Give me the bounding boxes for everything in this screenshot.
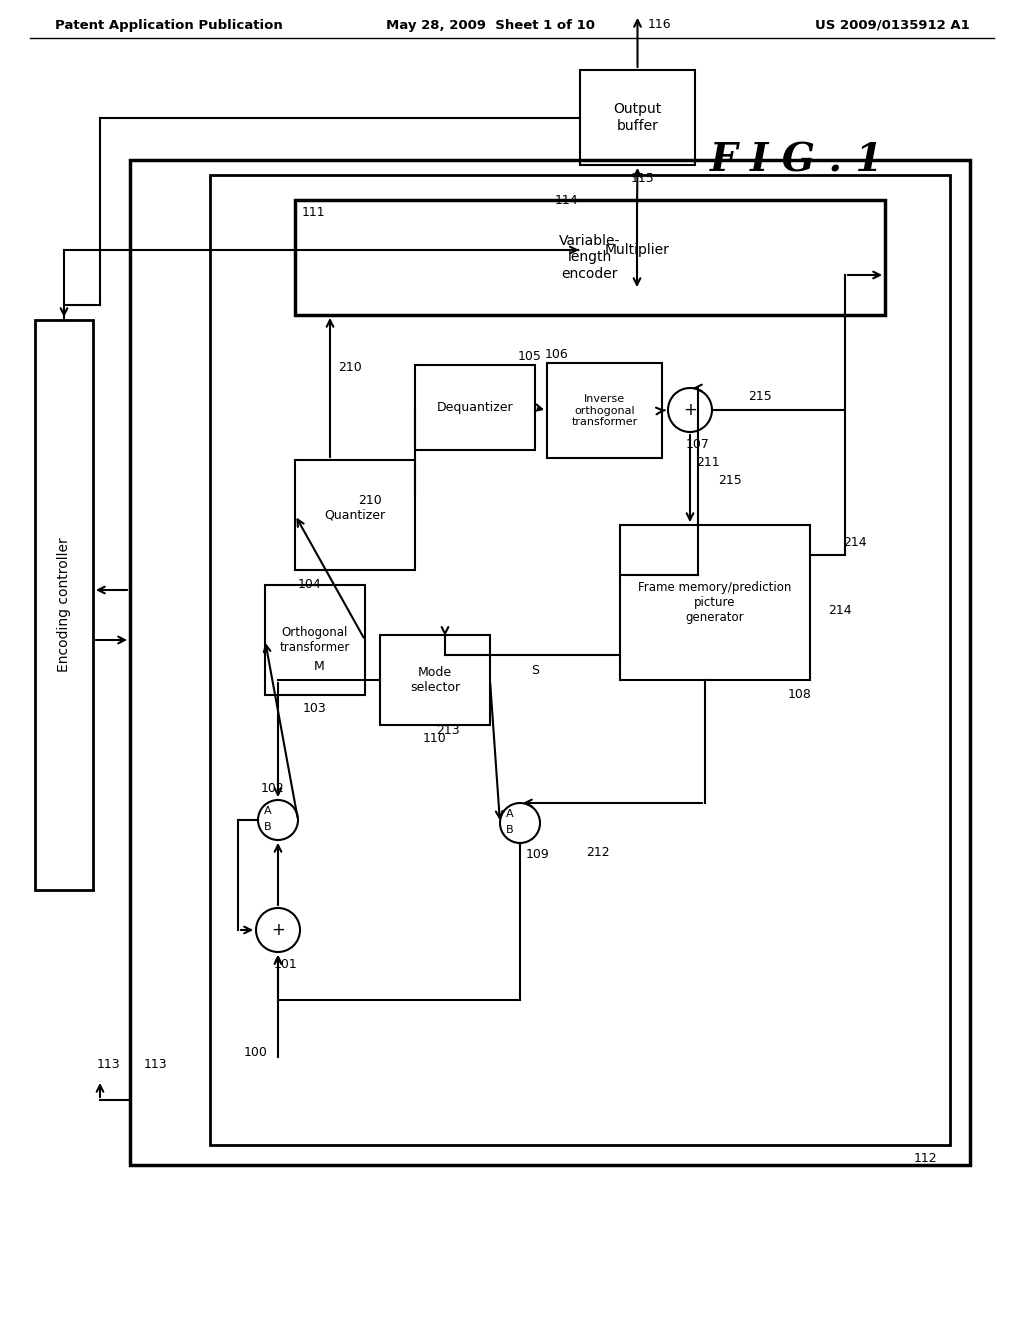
Text: 212: 212 — [586, 846, 610, 859]
FancyBboxPatch shape — [547, 363, 662, 458]
Text: B: B — [264, 822, 271, 832]
Text: 108: 108 — [788, 688, 812, 701]
FancyBboxPatch shape — [295, 459, 415, 570]
Text: 214: 214 — [828, 603, 852, 616]
Text: A: A — [264, 807, 271, 816]
Text: Encoding controller: Encoding controller — [57, 537, 71, 672]
Text: 100: 100 — [244, 1045, 268, 1059]
Text: Frame memory/prediction
picture
generator: Frame memory/prediction picture generato… — [638, 581, 792, 624]
Text: 105: 105 — [518, 351, 542, 363]
Text: 113: 113 — [96, 1059, 120, 1072]
FancyBboxPatch shape — [295, 201, 885, 315]
Text: S: S — [531, 664, 539, 676]
Text: 112: 112 — [913, 1152, 937, 1166]
FancyBboxPatch shape — [415, 366, 535, 450]
Text: B: B — [506, 825, 514, 836]
Text: 214: 214 — [843, 536, 866, 549]
Text: Multiplier: Multiplier — [604, 243, 670, 257]
Text: F I G . 1: F I G . 1 — [710, 141, 884, 180]
FancyBboxPatch shape — [580, 70, 695, 165]
Text: May 28, 2009  Sheet 1 of 10: May 28, 2009 Sheet 1 of 10 — [385, 18, 595, 32]
Circle shape — [256, 908, 300, 952]
FancyBboxPatch shape — [620, 525, 810, 680]
Text: 215: 215 — [718, 474, 741, 487]
Text: A: A — [506, 809, 514, 818]
Text: 102: 102 — [261, 781, 285, 795]
FancyBboxPatch shape — [265, 585, 365, 696]
Text: 215: 215 — [749, 389, 772, 403]
Text: 114: 114 — [554, 194, 578, 206]
Text: Patent Application Publication: Patent Application Publication — [55, 18, 283, 32]
Text: Mode
selector: Mode selector — [410, 667, 460, 694]
FancyBboxPatch shape — [578, 210, 696, 290]
Text: 110: 110 — [423, 733, 446, 746]
Text: 213: 213 — [436, 723, 460, 737]
Text: 107: 107 — [686, 438, 710, 451]
Text: 101: 101 — [274, 958, 298, 972]
Text: Dequantizer: Dequantizer — [436, 401, 513, 414]
Text: M: M — [313, 660, 325, 672]
Text: Inverse
orthogonal
transformer: Inverse orthogonal transformer — [571, 393, 638, 428]
Circle shape — [500, 803, 540, 843]
Text: Output
buffer: Output buffer — [613, 103, 662, 132]
FancyBboxPatch shape — [380, 635, 490, 725]
FancyBboxPatch shape — [35, 319, 93, 890]
Circle shape — [668, 388, 712, 432]
Text: 109: 109 — [526, 849, 550, 862]
Text: +: + — [683, 401, 697, 418]
Text: US 2009/0135912 A1: US 2009/0135912 A1 — [815, 18, 970, 32]
Text: 103: 103 — [303, 702, 327, 715]
Text: 210: 210 — [338, 360, 361, 374]
Text: 210: 210 — [358, 494, 382, 507]
Text: 111: 111 — [301, 206, 325, 219]
Text: Variable-
length
encoder: Variable- length encoder — [559, 235, 621, 281]
Circle shape — [258, 800, 298, 840]
Text: 211: 211 — [696, 455, 720, 469]
Text: 106: 106 — [545, 348, 569, 362]
Text: 104: 104 — [298, 578, 322, 590]
Text: 116: 116 — [648, 18, 672, 32]
Text: Quantizer: Quantizer — [325, 508, 386, 521]
Text: Orthogonal
transformer: Orthogonal transformer — [280, 626, 350, 653]
Text: +: + — [271, 921, 285, 939]
Text: 115: 115 — [631, 173, 654, 186]
Text: 113: 113 — [143, 1059, 167, 1072]
